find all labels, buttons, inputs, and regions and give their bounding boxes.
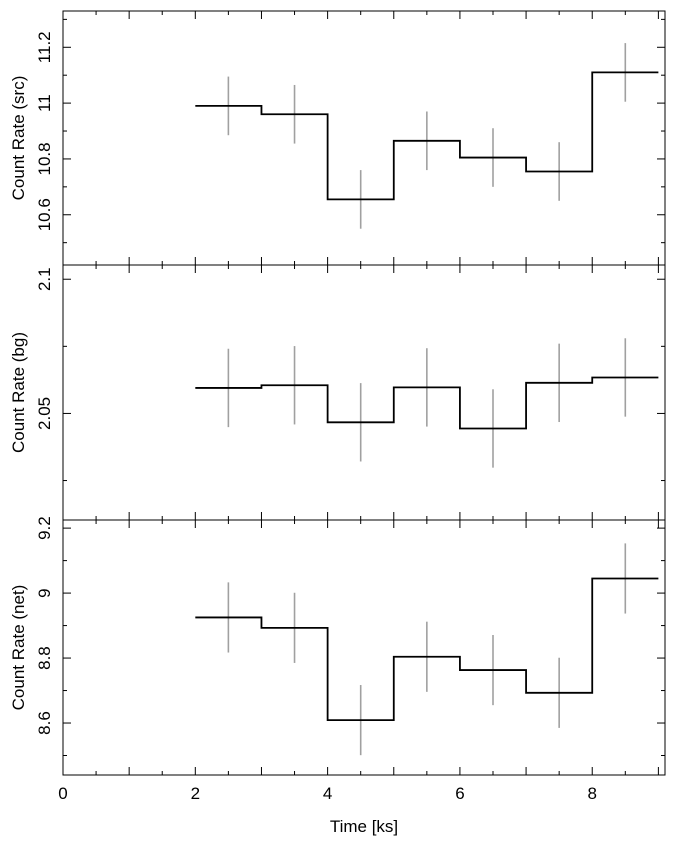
y-axis-label: Count Rate (bg) [9, 332, 28, 453]
step-line [195, 376, 659, 430]
y-tick-label: 9 [35, 588, 54, 597]
step-line [195, 577, 659, 722]
x-tick-label: 6 [455, 784, 464, 803]
y-tick-label: 11.2 [35, 31, 54, 63]
y-axis-label: Count Rate (net) [9, 585, 28, 711]
y-tick-label: 2.1 [35, 267, 54, 291]
y-tick-label: 10.8 [35, 142, 54, 175]
x-tick-label: 8 [587, 784, 596, 803]
panel-frame [62, 10, 666, 266]
y-tick-label: 9.2 [35, 516, 54, 540]
panel-1: 10.6 10.8 11 11.2 Count Rate (src) [9, 10, 666, 266]
y-tick-label: 10.6 [35, 198, 54, 231]
x-tick-label: 0 [58, 784, 67, 803]
panel-frame [62, 519, 666, 776]
y-axis-label: Count Rate (src) [9, 76, 28, 201]
panel-3: 8.6 8.8 9 9.2 Count Rate (net) [9, 516, 666, 776]
panel-frame [62, 264, 666, 521]
x-tick-label: 4 [323, 784, 332, 803]
panel-2: 2.05 2.1 Count Rate (bg) [9, 264, 666, 521]
step-line [195, 71, 659, 201]
x-tick-label: 2 [191, 784, 200, 803]
x-axis-label: Time [ks] [330, 817, 398, 836]
y-tick-label: 8.6 [35, 711, 54, 735]
y-tick-label: 2.05 [35, 397, 54, 430]
y-tick-label: 11 [35, 94, 54, 112]
y-tick-label: 8.8 [35, 646, 54, 670]
